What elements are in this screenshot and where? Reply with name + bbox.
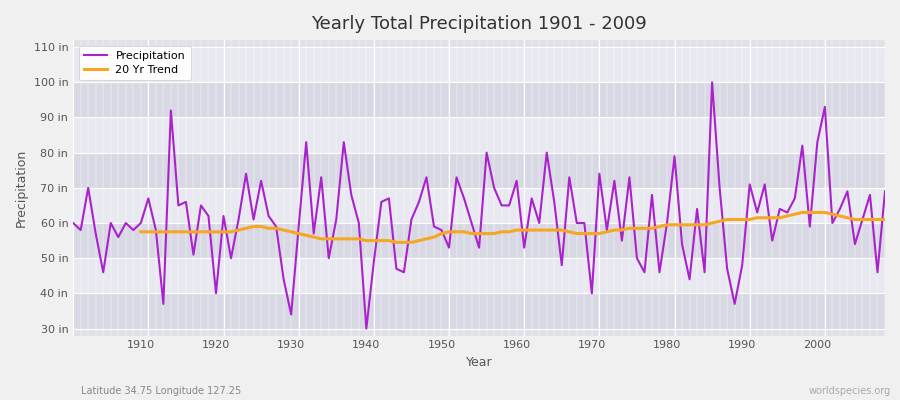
Bar (73, 258, 885, 293)
Precipitation (293, 224, 304, 229)
20 Yr Trend (391, 240, 401, 245)
Bar (73, 82, 885, 118)
20 Yr Trend (526, 228, 537, 232)
20 Yr Trend (857, 217, 868, 222)
Line: Precipitation: Precipitation (73, 82, 885, 328)
20 Yr Trend (587, 231, 598, 236)
20 Yr Trend (796, 210, 807, 215)
20 Yr Trend (879, 217, 890, 222)
Text: worldspecies.org: worldspecies.org (809, 386, 891, 396)
Title: Yearly Total Precipitation 1901 - 2009: Yearly Total Precipitation 1901 - 2009 (311, 15, 647, 33)
Bar (73, 47, 885, 82)
Y-axis label: Precipitation: Precipitation (15, 149, 28, 227)
20 Yr Trend (278, 228, 289, 232)
Bar (73, 223, 885, 258)
Text: Latitude 34.75 Longitude 127.25: Latitude 34.75 Longitude 127.25 (81, 386, 241, 396)
X-axis label: Year: Year (466, 356, 492, 369)
Line: 20 Yr Trend: 20 Yr Trend (140, 212, 885, 242)
Precipitation (706, 80, 717, 85)
Bar (73, 188, 885, 223)
Legend: Precipitation, 20 Yr Trend: Precipitation, 20 Yr Trend (78, 46, 191, 80)
Precipitation (361, 326, 372, 331)
Precipitation (338, 140, 349, 144)
Precipitation (609, 178, 620, 183)
20 Yr Trend (834, 214, 845, 218)
Precipitation (68, 221, 78, 226)
Precipitation (879, 189, 890, 194)
Bar (73, 293, 885, 328)
Bar (73, 118, 885, 153)
Precipitation (511, 178, 522, 183)
20 Yr Trend (309, 235, 320, 240)
Bar (73, 153, 885, 188)
20 Yr Trend (135, 230, 146, 234)
Precipitation (128, 228, 139, 232)
Precipitation (518, 245, 529, 250)
